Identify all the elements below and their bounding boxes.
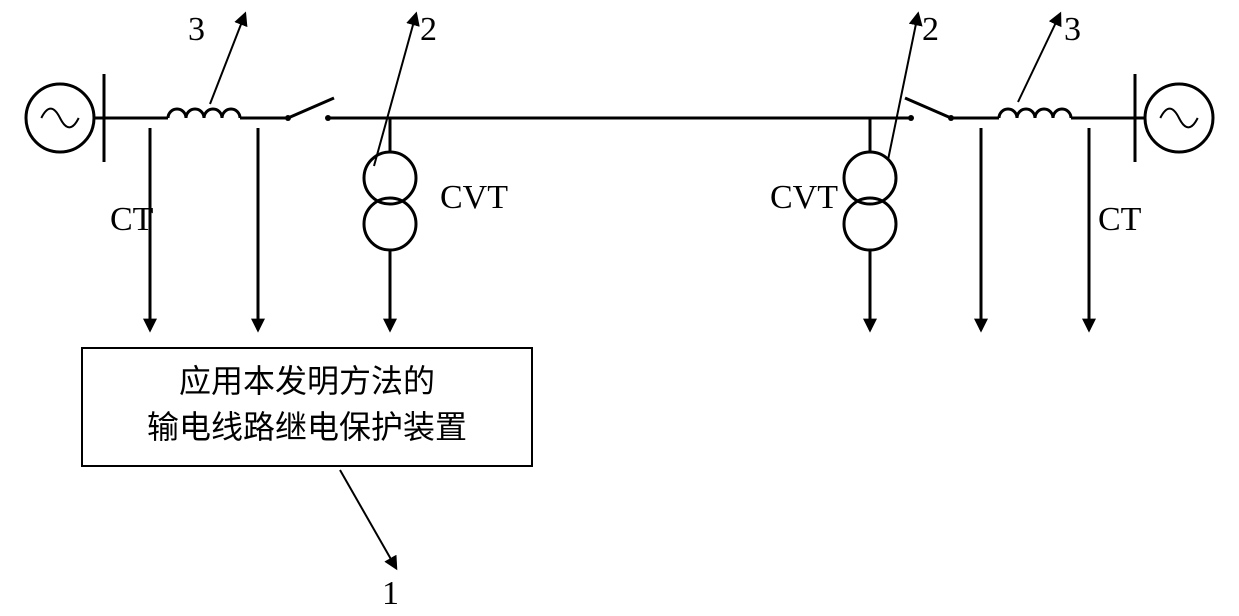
ct-label-left: CT: [110, 201, 154, 238]
cvt-right: [844, 118, 896, 250]
ct-label-right: CT: [1098, 201, 1142, 238]
relay-box-line2: 输电线路继电保护装置: [147, 409, 467, 445]
coil-right: [999, 109, 1071, 118]
callout-3-right-arrow: [1018, 14, 1060, 102]
callout-2-right-arrow: [888, 14, 918, 160]
callout-1-label: 1: [382, 575, 399, 612]
callout-2-left-arrow: [374, 14, 416, 166]
ac-source-right: [1145, 84, 1213, 152]
relay-box-line1: 应用本发明方法的: [179, 363, 435, 399]
cvt-label-right: CVT: [770, 179, 838, 216]
callout-1-arrow: [340, 470, 396, 568]
callout-2-left-label: 2: [420, 11, 437, 48]
callout-3-right-label: 3: [1064, 11, 1081, 48]
callout-3-left-arrow: [210, 14, 245, 104]
switch-left: [285, 98, 334, 121]
coil-left: [168, 109, 240, 118]
ac-source-left: [26, 84, 94, 152]
cvt-left: [364, 118, 416, 250]
cvt-label-left: CVT: [440, 179, 508, 216]
callout-3-left-label: 3: [188, 11, 205, 48]
switch-right: [905, 98, 954, 121]
callout-2-right-label: 2: [922, 11, 939, 48]
